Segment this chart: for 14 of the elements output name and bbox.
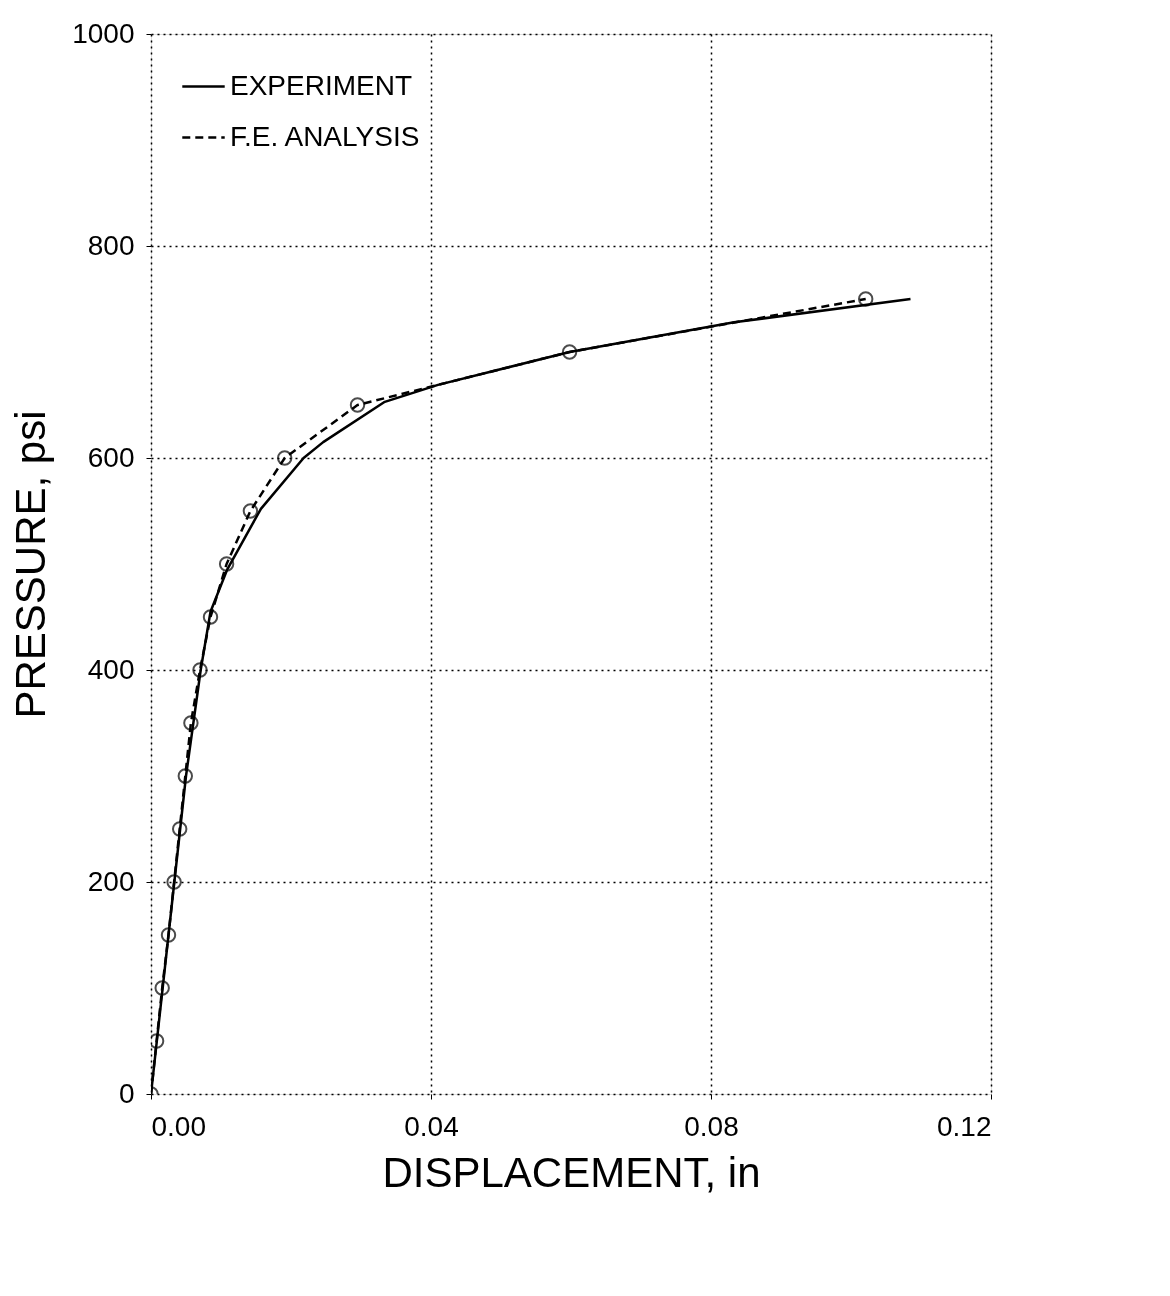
- x-tick-label: 0.12: [937, 1110, 992, 1142]
- y-tick-label: 800: [87, 229, 135, 261]
- x-tick-label: 0.08: [684, 1110, 739, 1142]
- y-tick-label: 1000: [72, 17, 135, 49]
- y-tick-label: 0: [118, 1077, 135, 1109]
- x-tick-label: 0.04: [404, 1110, 459, 1142]
- legend-label: F.E. ANALYSIS: [230, 120, 420, 152]
- y-axis-title: PRESSURE, psi: [7, 410, 55, 719]
- y-tick-label: 400: [87, 653, 135, 685]
- y-tick-label: 600: [87, 441, 135, 473]
- y-tick-label: 200: [87, 865, 135, 897]
- x-tick-label: 0.00: [151, 1110, 206, 1142]
- legend-label: EXPERIMENT: [230, 69, 413, 101]
- x-axis-title: DISPLACEMENT, in: [382, 1148, 761, 1196]
